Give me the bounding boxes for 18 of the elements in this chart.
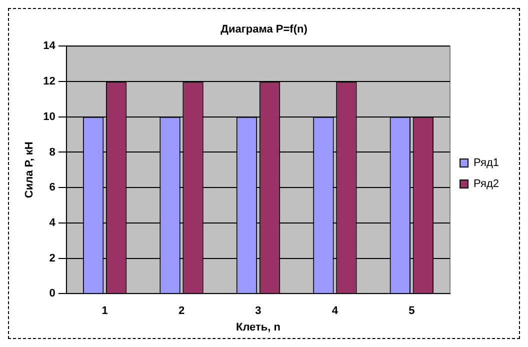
legend-label: Ряд1	[474, 157, 500, 170]
y-tick-label: 6	[49, 182, 56, 194]
x-tick-label: 3	[255, 305, 262, 318]
y-tick-label: 2	[49, 252, 56, 264]
y-tick-label: 14	[43, 40, 56, 52]
x-tick-label: 4	[332, 305, 339, 318]
chart-title: Диаграма P=f(n)	[220, 24, 308, 36]
y-tick-label: 0	[49, 288, 56, 300]
y-axis-title: Сила P, кН	[24, 142, 36, 198]
x-axis-title: Клеть, n	[236, 321, 281, 334]
y-tick-label: 8	[49, 146, 56, 158]
legend-label: Ряд2	[474, 178, 500, 190]
x-tick-label: 2	[178, 305, 185, 318]
x-tick-label: 1	[102, 305, 108, 318]
y-tick-label: 10	[43, 110, 56, 123]
x-tick-label: 5	[408, 305, 415, 318]
y-tick-label: 4	[49, 216, 56, 229]
y-tick-label: 12	[43, 76, 56, 88]
